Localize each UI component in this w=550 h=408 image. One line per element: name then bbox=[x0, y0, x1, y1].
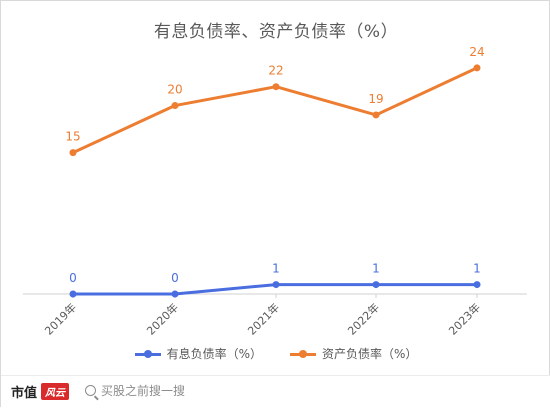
search-text: 买股之前搜一搜 bbox=[101, 384, 186, 398]
data-label: 1 bbox=[473, 262, 481, 276]
x-tick-label: 2021年 bbox=[245, 300, 282, 337]
data-label: 24 bbox=[469, 45, 484, 59]
brand-mark: 风云 bbox=[41, 383, 70, 400]
x-tick-label: 2022年 bbox=[345, 300, 382, 337]
search-prompt[interactable]: 买股之前搜一搜 bbox=[85, 382, 185, 399]
chart-legend: 有息负债率（%） 资产负债率（%） bbox=[1, 345, 550, 362]
brand-text: 市值 bbox=[11, 386, 38, 401]
legend-item-0: 有息负债率（%） bbox=[134, 345, 262, 362]
x-tick-label: 2023年 bbox=[446, 300, 483, 337]
data-point bbox=[69, 290, 77, 298]
data-point bbox=[171, 102, 179, 110]
legend-label: 有息负债率（%） bbox=[166, 347, 262, 361]
data-point bbox=[272, 83, 280, 91]
legend-swatch bbox=[134, 349, 161, 359]
x-tick-label: 2019年 bbox=[42, 300, 79, 337]
data-point bbox=[372, 281, 380, 289]
data-label: 0 bbox=[171, 271, 179, 285]
legend-swatch bbox=[290, 349, 316, 359]
search-icon bbox=[85, 385, 96, 396]
data-label: 1 bbox=[272, 262, 280, 276]
data-point bbox=[171, 290, 179, 298]
x-tick-label: 2020年 bbox=[144, 300, 181, 337]
data-label: 22 bbox=[268, 64, 283, 78]
legend-item-1: 资产负债率（%） bbox=[290, 345, 417, 362]
data-label: 19 bbox=[368, 92, 383, 106]
brand-logo: 市值 风云 bbox=[11, 382, 70, 401]
data-point bbox=[69, 149, 77, 157]
footer-bar: 市值 风云 买股之前搜一搜 bbox=[1, 375, 550, 408]
chart-title: 有息负债率、资产负债率（%） bbox=[153, 22, 399, 42]
data-label: 0 bbox=[69, 271, 77, 285]
data-label: 1 bbox=[372, 262, 380, 276]
series-line-1 bbox=[71, 66, 479, 155]
data-label: 15 bbox=[65, 130, 80, 144]
data-point bbox=[473, 281, 481, 289]
data-point bbox=[372, 111, 380, 119]
legend-label: 资产负债率（%） bbox=[322, 347, 418, 361]
data-point bbox=[272, 281, 280, 289]
data-label: 20 bbox=[167, 83, 182, 97]
data-point bbox=[473, 64, 481, 72]
